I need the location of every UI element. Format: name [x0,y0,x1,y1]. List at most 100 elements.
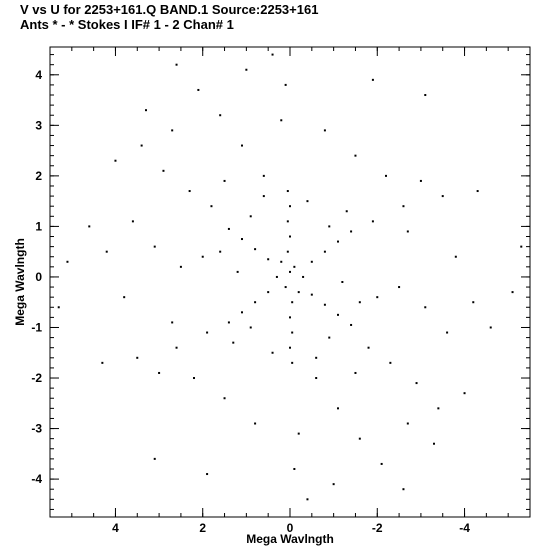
tick-labels: 4 2 0 -2 -4 4 3 2 1 0 -1 -2 -3 -4 [31,68,470,535]
data-point [310,260,313,263]
data-point [289,235,291,238]
data-point [289,346,291,349]
data-point [489,326,492,329]
data-point [406,422,409,425]
data-point [175,346,178,349]
data-point [171,129,174,132]
y-tick-label: 1 [35,219,42,233]
data-point [446,331,449,334]
data-point [289,316,291,319]
data-point [398,286,401,289]
data-point [286,250,289,253]
data-point [402,205,405,208]
data-point [267,258,270,261]
x-tick-label: -2 [372,521,383,535]
data-point [197,88,200,91]
data-point [57,306,60,309]
data-point [323,250,326,253]
y-tick-label: -2 [31,371,42,385]
data-point [371,78,374,81]
data-point [223,397,226,400]
data-point [101,361,104,364]
chart-title: V vs U for 2253+161.Q BAND.1 Source:2253… [20,2,318,17]
data-point [114,159,117,162]
data-point [354,154,357,157]
axis-ticks [49,47,531,517]
y-tick-label: -4 [31,472,42,486]
data-point [249,326,252,329]
data-point [286,190,289,193]
data-point [105,250,108,253]
data-point [424,94,427,97]
data-point [245,68,248,71]
data-point [437,407,440,410]
data-point [284,286,287,289]
data-point [297,291,300,294]
data-point [511,291,514,294]
data-point [476,190,479,193]
data-point [472,301,475,304]
data-point [153,457,156,460]
y-tick-label: 4 [35,68,42,82]
data-point [520,245,523,248]
data-point [179,265,182,268]
data-point [162,169,165,172]
data-point [350,323,353,326]
data-point [337,240,339,243]
data-point [315,356,318,359]
data-point [262,195,265,198]
data-points [57,53,523,501]
y-tick-label: 0 [35,270,42,284]
data-point [291,331,294,334]
data-point [367,346,370,349]
data-point [291,301,294,304]
chart-subtitle: Ants * - * Stokes I IF# 1 - 2 Chan# 1 [20,17,234,32]
data-point [131,220,134,223]
data-point [236,270,239,273]
data-point [441,195,444,198]
data-point [310,293,313,296]
data-point [136,356,139,359]
data-point [88,225,91,228]
data-point [210,205,213,208]
data-point [254,422,257,425]
data-point [140,144,143,147]
data-point [293,467,296,470]
data-point [188,190,191,193]
data-point [219,114,222,117]
data-point [419,179,422,182]
y-tick-label: -3 [31,422,42,436]
data-point [262,174,265,177]
data-point [302,275,305,278]
data-point [206,473,209,476]
x-tick-label: 2 [199,521,206,535]
data-point [323,303,326,306]
y-tick-label: -1 [31,320,42,334]
data-point [376,296,379,299]
data-point [175,63,178,66]
data-point [267,291,270,294]
data-point [297,432,300,435]
data-point [306,200,309,203]
data-point [341,281,344,283]
data-point [354,371,357,374]
data-point [227,227,230,230]
data-point [328,225,331,228]
data-point [433,442,435,445]
data-point [271,351,274,354]
data-point [227,321,230,324]
x-axis-title: Mega Wavlngth [246,532,334,546]
data-point [337,407,339,410]
data-point [306,498,309,501]
data-point [193,377,195,380]
data-point [293,265,296,268]
data-point [280,119,283,122]
data-point [219,250,222,253]
data-point [249,215,252,218]
data-point [232,341,235,344]
data-point [289,270,291,273]
data-point [241,238,243,241]
data-point [171,321,174,324]
data-point [415,382,418,385]
